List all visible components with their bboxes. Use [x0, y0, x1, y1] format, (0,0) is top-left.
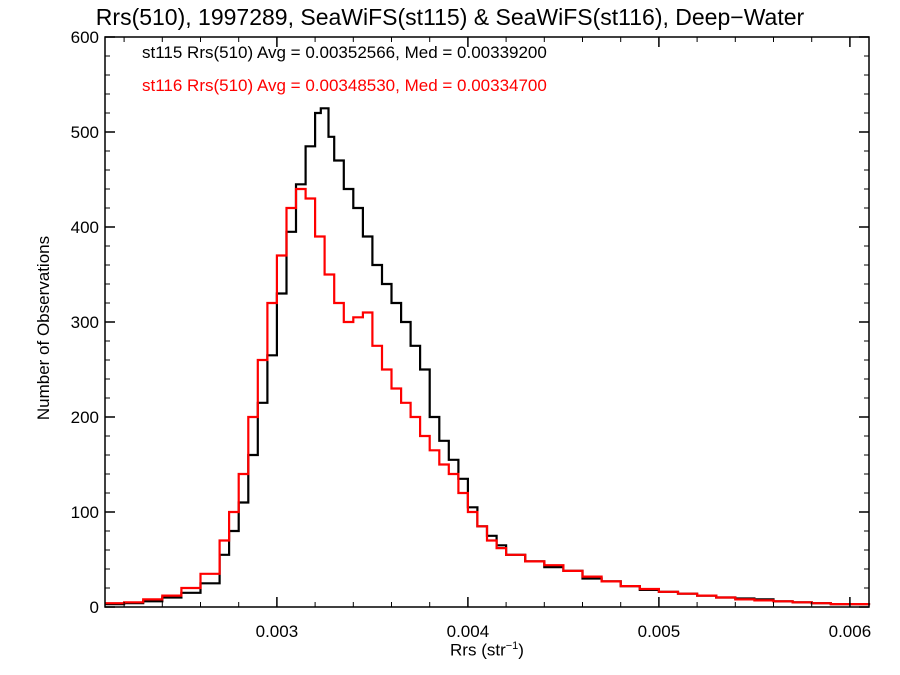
- y-tick-label: 300: [71, 313, 99, 332]
- y-tick-label: 500: [71, 123, 99, 142]
- y-tick-label: 100: [71, 503, 99, 522]
- series-line-st116: [105, 187, 871, 606]
- x-axis-label: Rrs (str−1): [450, 640, 524, 660]
- legend-entry-st115: st115 Rrs(510) Avg = 0.00352566, Med = 0…: [142, 43, 547, 62]
- ticks-layer: 0.003 0.004 0.005 0.006 0 100 200 300 400 500 600: [71, 28, 872, 641]
- y-axis-label: Number of Observations: [34, 235, 53, 421]
- x-tick-label: 0.003: [256, 622, 299, 641]
- plot-frame: [104, 36, 870, 608]
- y-tick-label: 200: [71, 408, 99, 427]
- y-tick-label: 600: [71, 28, 99, 47]
- legend-entry-st116: st116 Rrs(510) Avg = 0.00348530, Med = 0…: [142, 76, 547, 95]
- y-tick-label: 0: [90, 598, 99, 617]
- x-tick-label: 0.006: [829, 622, 872, 641]
- series-layer: [105, 107, 871, 606]
- x-tick-label: 0.004: [447, 622, 490, 641]
- x-tick-label: 0.005: [638, 622, 681, 641]
- y-tick-label: 400: [71, 218, 99, 237]
- chart-title: Rrs(510), 1997289, SeaWiFS(st115) & SeaW…: [95, 4, 805, 30]
